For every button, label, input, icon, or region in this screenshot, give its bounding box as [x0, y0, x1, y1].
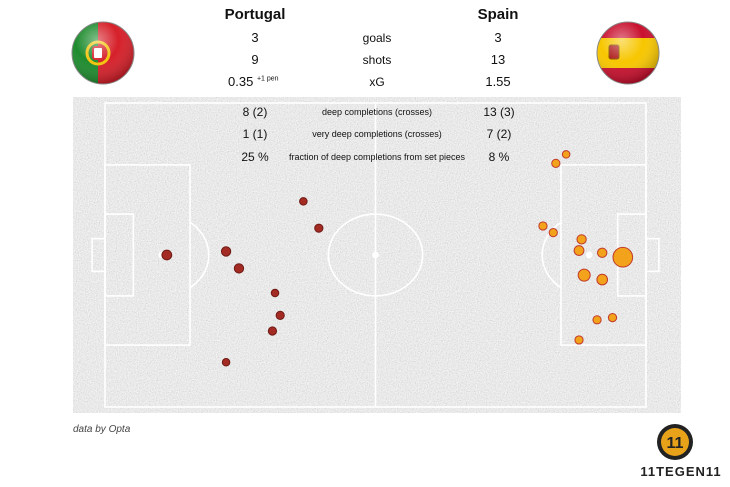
data-credit: data by Opta — [73, 424, 131, 435]
spain-shot-7 — [592, 315, 602, 325]
brand-logo-icon: 11 — [657, 424, 693, 460]
brand-logo-text: 11 — [667, 435, 684, 452]
away-set-piece-fraction: 8 % — [488, 150, 510, 164]
spain-shot-6 — [573, 245, 585, 256]
right-goal — [645, 237, 660, 273]
center-spot — [372, 251, 379, 259]
away-goals: 3 — [494, 30, 502, 45]
right-penalty-spot — [586, 251, 593, 259]
away-deep-completions: 13 (3) — [483, 105, 515, 119]
portugal-shot-4 — [233, 263, 245, 274]
home-set-piece-fraction: 25 % — [241, 150, 269, 164]
portugal-shot-1 — [161, 249, 173, 261]
portugal-shot-2 — [220, 246, 232, 257]
shots-label: shots — [362, 53, 392, 67]
spain-shot-2 — [597, 247, 608, 258]
home-very-deep-completions: 1 (1) — [242, 127, 268, 141]
portugal-shot-7 — [275, 310, 285, 320]
spain-shot-11 — [538, 221, 548, 231]
brand-name: 11TEGEN11 — [640, 464, 722, 479]
spain-shot-13 — [561, 150, 571, 159]
home-shots: 9 — [251, 52, 259, 67]
portugal-shot-6 — [270, 288, 280, 298]
home-deep-completions: 8 (2) — [242, 105, 268, 119]
spain-shot-10 — [548, 228, 558, 238]
spain-shot-12 — [551, 158, 561, 168]
spain-shot-3 — [596, 273, 609, 286]
home-goals: 3 — [251, 30, 259, 45]
portugal-flag-icon — [71, 21, 135, 85]
deep-completions-label: deep completions (crosses) — [321, 107, 433, 117]
away-very-deep-completions: 7 (2) — [486, 127, 512, 141]
set-piece-fraction-label: fraction of deep completions from set pi… — [288, 152, 466, 162]
home-team-name: Portugal — [224, 6, 286, 23]
pitch — [73, 97, 681, 413]
spain-shot-9 — [574, 335, 584, 345]
goals-label: goals — [362, 31, 392, 45]
spain-shot-8 — [607, 312, 618, 323]
portugal-shot-8 — [299, 197, 308, 206]
center-circle — [327, 213, 424, 297]
portugal-shot-5 — [221, 358, 231, 367]
portugal-shot-9 — [314, 223, 324, 233]
xg-label: xG — [369, 75, 385, 89]
home-xg-value: 0.35 — [228, 74, 254, 89]
home-xg-note: +1 pen — [256, 75, 279, 83]
home-xg: 0.35 +1 pen — [228, 74, 318, 89]
spain-shot-5 — [577, 268, 591, 282]
spain-shot-4 — [576, 234, 587, 245]
spain-shot-1 — [612, 246, 634, 268]
portugal-shot-3 — [267, 326, 278, 336]
very-deep-completions-label: very deep completions (crosses) — [312, 129, 442, 139]
spain-flag-icon — [596, 21, 660, 85]
left-penalty-arc — [189, 221, 210, 289]
away-shots: 13 — [490, 52, 506, 67]
left-goal — [91, 237, 106, 273]
away-team-name: Spain — [477, 6, 519, 23]
away-xg: 1.55 — [485, 74, 511, 89]
